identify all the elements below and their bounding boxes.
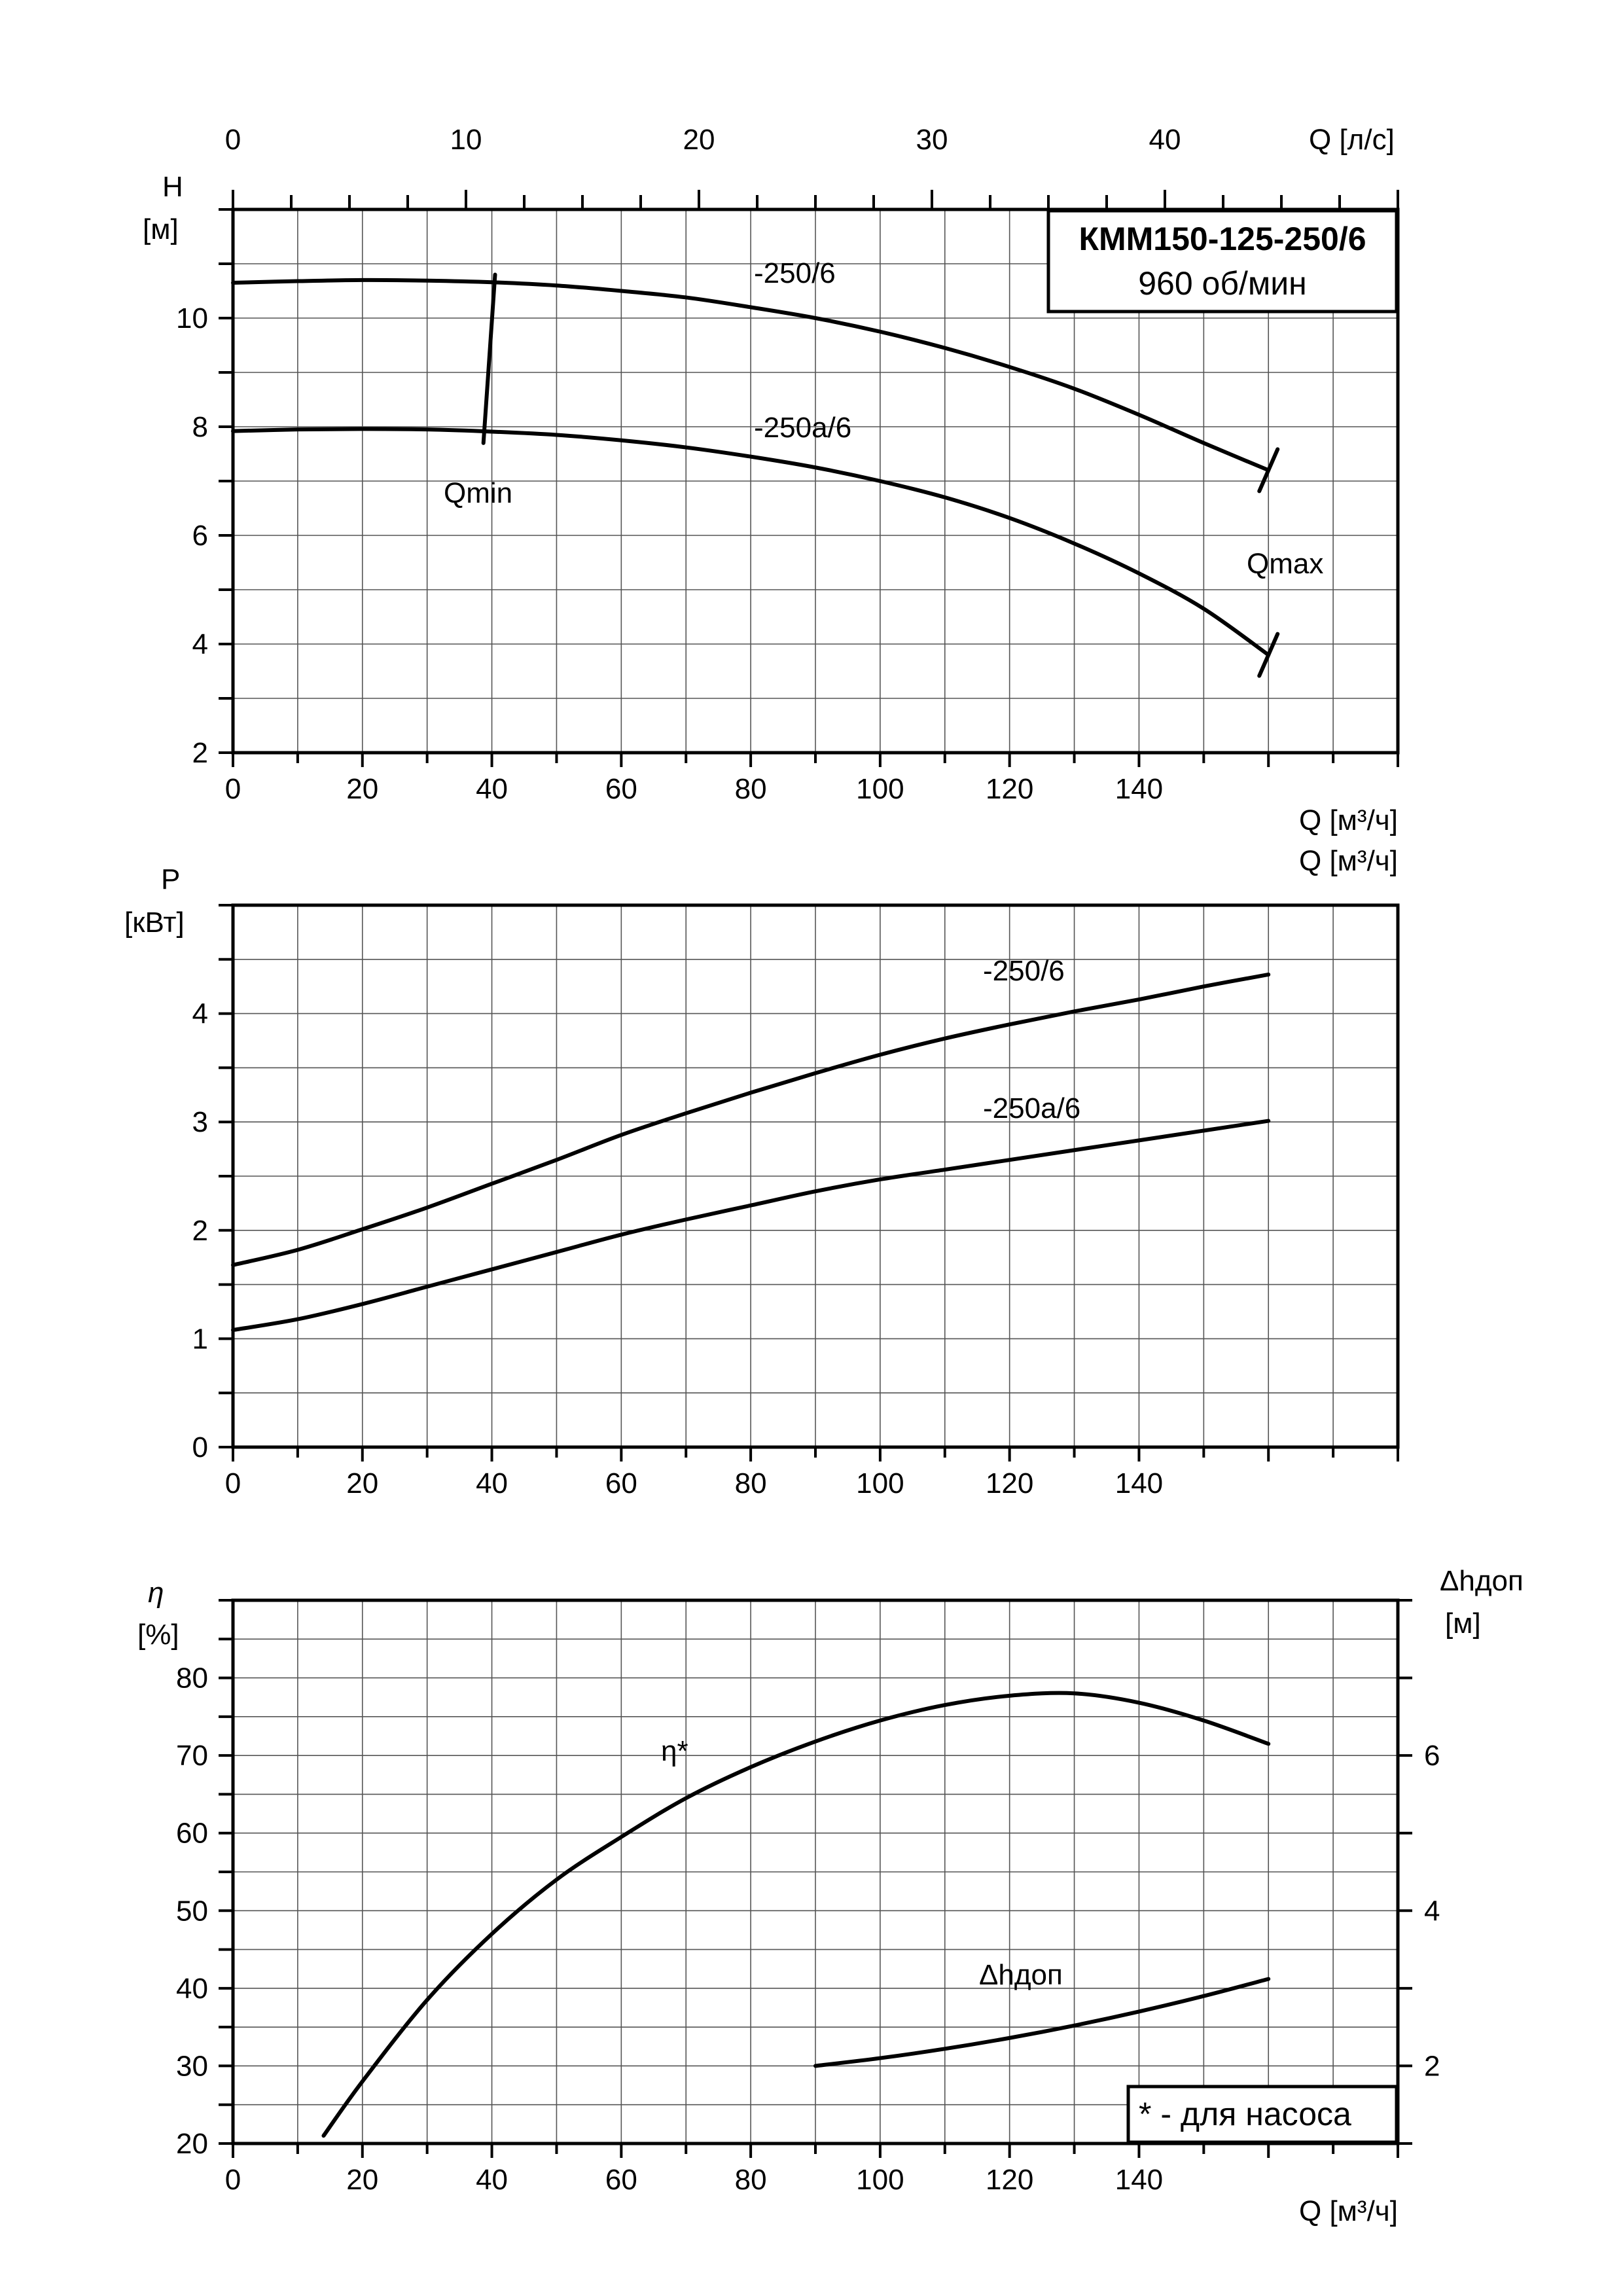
qmax-label: Qmax: [1247, 548, 1323, 580]
head-series-1: [231, 427, 1271, 657]
efficiency-xtick-label: 100: [856, 2164, 904, 2196]
efficiency-panel: 0 20 40 60 80 100 120 140 20 30 40 50 60 70 80 2 4 6 η [%…: [137, 1565, 1524, 2227]
npsh-series-label: Δhдоп: [979, 1959, 1063, 1991]
head-xtick-label: 100: [856, 773, 904, 805]
qmin-label: Qmin: [444, 477, 512, 509]
power-xtick-label: 0: [225, 1467, 241, 1499]
chart-title: КММ150-125-250/6: [1079, 221, 1366, 257]
power-grid: [233, 905, 1398, 1447]
efficiency-ytick-label: 30: [176, 2050, 208, 2082]
head-x2tick-label: 0: [225, 124, 241, 156]
head-xtick-label: 20: [346, 773, 378, 805]
efficiency-xtick-label: 60: [605, 2164, 637, 2196]
power-xtick-label: 40: [476, 1467, 508, 1499]
npsh-yunit: [м]: [1445, 1607, 1481, 1640]
efficiency-yunit: [%]: [137, 1619, 179, 1651]
power-series-label-250-6: -250/6: [983, 955, 1065, 987]
efficiency-series-1: [813, 1977, 1271, 2068]
chart-subtitle: 960 об/мин: [1138, 265, 1307, 302]
npsh-ytick-label: 6: [1424, 1740, 1440, 1772]
head-x2label: Q [л/с]: [1309, 124, 1395, 156]
power-series-label-250a-6: -250а/6: [983, 1092, 1080, 1124]
qmin-line: [481, 272, 497, 445]
power-xtick-label: 60: [605, 1467, 637, 1499]
power-yunit: [кВт]: [124, 906, 185, 939]
head-xlabel: Q [м³/ч]: [1299, 804, 1398, 836]
efficiency-xtick-label: 140: [1115, 2164, 1163, 2196]
head-xtick-label: 80: [735, 773, 767, 805]
efficiency-xtick-label: 20: [346, 2164, 378, 2196]
head-x2tick-label: 40: [1149, 124, 1181, 156]
efficiency-ytick-label: 40: [176, 1973, 208, 2005]
power-ytick-label: 4: [192, 998, 208, 1030]
head-x2tick-label: 10: [450, 124, 482, 156]
qmax-mark: [1257, 447, 1280, 493]
efficiency-ytick-label: 80: [176, 1662, 208, 1695]
power-series-0: [231, 972, 1271, 1267]
head-series-label-250a-6: -250а/6: [754, 412, 851, 444]
power-xtick-label: 140: [1115, 1467, 1163, 1499]
note-box: [1126, 2085, 1399, 2144]
pump-note: * - для насоса: [1139, 2096, 1351, 2132]
head-yunit: [м]: [143, 213, 179, 245]
npsh-ytick-label: 4: [1424, 1895, 1440, 1927]
efficiency-ticks: 0 20 40 60 80 100 120 140 20 30 40 50 60 70 80 2 4 6: [176, 1599, 1440, 2196]
npsh-ylabel: Δhдоп: [1440, 1565, 1524, 1597]
power-ytick-label: 2: [192, 1215, 208, 1247]
head-xtick-label: 0: [225, 773, 241, 805]
power-xtick-label: 80: [735, 1467, 767, 1499]
head-ytick-label: 10: [176, 302, 208, 334]
head-ytick-label: 6: [192, 520, 208, 552]
head-series-0: [231, 278, 1271, 473]
efficiency-ylabel: η: [148, 1577, 164, 1609]
head-xtick-label: 140: [1115, 773, 1163, 805]
efficiency-xlabel: Q [м³/ч]: [1299, 2195, 1398, 2227]
head-ytick-label: 2: [192, 737, 208, 769]
npsh-ytick-label: 2: [1424, 2050, 1440, 2082]
power-series-1: [231, 1119, 1271, 1333]
model-title-box: [1046, 209, 1399, 314]
efficiency-grid: [233, 1600, 1398, 2144]
head-series-label-250-6: -250/6: [754, 257, 836, 289]
power-ticks: 0 20 40 60 80 100 120 140 0 1 2 3 4: [192, 904, 1399, 1499]
power-ytick-label: 0: [192, 1431, 208, 1463]
qmax-mark: [1257, 632, 1280, 678]
efficiency-curves: [321, 1691, 1271, 2138]
head-ylabel: H: [162, 171, 183, 203]
power-curves: [231, 972, 1271, 1333]
efficiency-ytick-label: 60: [176, 1818, 208, 1850]
head-xtick-label: 40: [476, 773, 508, 805]
head-ytick-label: 8: [192, 411, 208, 443]
power-xtick-label: 20: [346, 1467, 378, 1499]
efficiency-ytick-label: 50: [176, 1895, 208, 1927]
power-ytick-label: 3: [192, 1106, 208, 1138]
head-xtick-label: 60: [605, 773, 637, 805]
head-x2tick-label: 30: [916, 124, 948, 156]
head-x2tick-label: 20: [683, 124, 715, 156]
efficiency-series-0: [321, 1691, 1271, 2138]
power-xtick-label: 120: [986, 1467, 1033, 1499]
efficiency-xtick-label: 120: [986, 2164, 1033, 2196]
power-xlabel: Q [м³/ч]: [1299, 845, 1398, 877]
efficiency-xtick-label: 40: [476, 2164, 508, 2196]
power-xtick-label: 100: [856, 1467, 904, 1499]
head-xtick-label: 120: [986, 773, 1033, 805]
power-ytick-label: 1: [192, 1323, 208, 1355]
efficiency-series-label: η*: [661, 1735, 688, 1767]
efficiency-xtick-label: 80: [735, 2164, 767, 2196]
efficiency-xtick-label: 0: [225, 2164, 241, 2196]
efficiency-ytick-label: 20: [176, 2128, 208, 2160]
head-ytick-label: 4: [192, 628, 208, 660]
head-curves: [231, 272, 1280, 678]
power-panel: 0 20 40 60 80 100 120 140 0 1 2 3 4 P [кВт] Q [м³/ч]…: [124, 845, 1400, 1499]
power-ylabel: P: [161, 863, 180, 895]
efficiency-ytick-label: 70: [176, 1740, 208, 1772]
